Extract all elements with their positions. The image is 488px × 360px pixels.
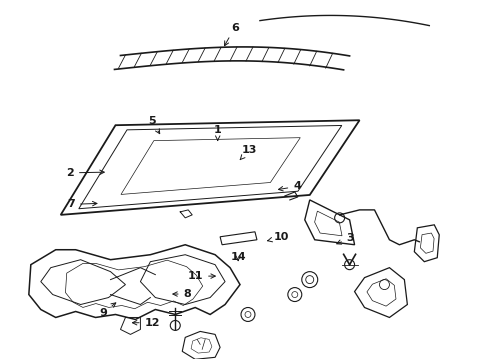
Text: 3: 3	[336, 233, 354, 244]
Text: 10: 10	[267, 232, 288, 242]
Text: 9: 9	[99, 303, 116, 318]
Text: 14: 14	[230, 252, 245, 262]
Text: 5: 5	[148, 116, 160, 134]
Text: 6: 6	[224, 23, 238, 46]
Text: 7: 7	[67, 199, 97, 210]
Text: 12: 12	[132, 318, 160, 328]
Text: 8: 8	[172, 289, 191, 299]
Text: 2: 2	[66, 168, 104, 178]
Text: 4: 4	[278, 181, 301, 192]
Text: 1: 1	[213, 125, 221, 141]
Text: 11: 11	[187, 271, 215, 281]
Text: 13: 13	[240, 144, 257, 159]
